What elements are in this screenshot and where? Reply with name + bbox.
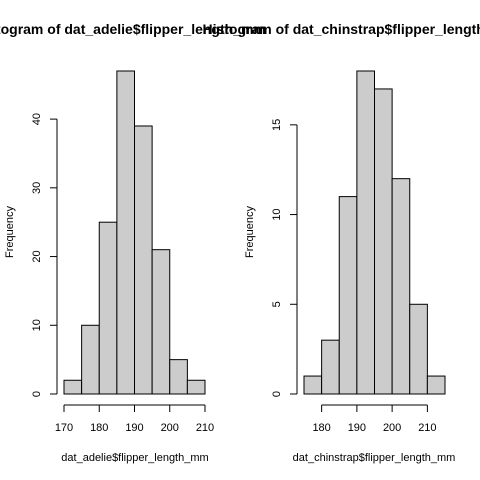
x-tick-label: 180 — [312, 422, 330, 434]
histogram-panel-chinstrap: Histogram of dat_chinstrap$flipper_lengt… — [202, 21, 480, 464]
y-tick-label: 15 — [271, 119, 283, 131]
chart-title: Histogram of dat_adelie$flipper_length_m… — [0, 21, 266, 37]
x-tick-label: 190 — [348, 422, 366, 434]
histogram-panel-adelie: Histogram of dat_adelie$flipper_length_m… — [0, 21, 266, 464]
histogram-bar — [321, 339, 340, 395]
chart-title: Histogram of dat_chinstrap$flipper_lengt… — [202, 21, 480, 37]
y-tick-label: 10 — [271, 208, 283, 220]
histogram-bar — [134, 125, 153, 395]
histogram-bar — [356, 70, 375, 395]
histogram-bar — [169, 359, 188, 395]
y-axis-label: Frequency — [4, 206, 16, 258]
y-tick-label: 0 — [271, 391, 283, 397]
histogram-bar — [374, 88, 393, 395]
y-tick-label: 5 — [271, 301, 283, 307]
histogram-bar — [81, 324, 100, 395]
histogram-bar — [409, 303, 428, 395]
x-tick-label: 200 — [383, 422, 401, 434]
x-tick-label: 210 — [418, 422, 436, 434]
histogram-bar — [303, 375, 323, 395]
x-tick-label: 180 — [90, 422, 108, 434]
y-tick-label: 40 — [31, 113, 43, 125]
x-tick-label: 170 — [55, 422, 73, 434]
x-axis-label: dat_adelie$flipper_length_mm — [61, 452, 208, 464]
y-axis-label: Frequency — [244, 206, 256, 258]
histogram-bar — [151, 249, 171, 395]
y-tick-label: 0 — [31, 391, 43, 397]
histogram-bar — [116, 70, 135, 395]
histogram-bar — [98, 221, 118, 395]
histogram-bar — [186, 379, 206, 395]
histogram-bar — [63, 379, 83, 395]
y-tick-label: 10 — [31, 319, 43, 331]
x-tick-label: 210 — [196, 422, 214, 434]
histogram-bar — [426, 375, 446, 395]
x-axis-label: dat_chinstrap$flipper_length_mm — [293, 452, 456, 464]
y-tick-label: 20 — [31, 250, 43, 262]
histogram-bar — [391, 178, 411, 395]
y-tick-label: 30 — [31, 182, 43, 194]
histogram-bar — [338, 196, 358, 395]
x-tick-label: 200 — [161, 422, 179, 434]
x-tick-label: 190 — [125, 422, 143, 434]
